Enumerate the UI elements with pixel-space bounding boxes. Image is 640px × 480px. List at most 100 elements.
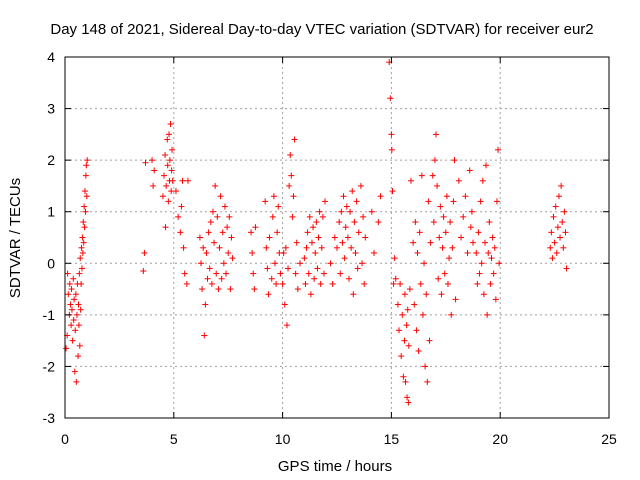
data-point xyxy=(455,177,462,184)
data-point xyxy=(75,353,82,360)
data-point xyxy=(315,234,322,241)
data-point xyxy=(339,239,346,246)
data-point xyxy=(375,219,382,226)
data-point xyxy=(224,224,231,231)
data-point xyxy=(550,213,557,220)
data-point xyxy=(225,249,232,256)
data-point xyxy=(83,193,90,200)
data-point xyxy=(220,260,227,267)
data-point xyxy=(289,213,296,220)
data-point xyxy=(250,270,257,277)
data-point xyxy=(285,265,292,272)
data-point xyxy=(401,291,408,298)
data-point xyxy=(563,265,570,272)
data-point xyxy=(561,208,568,215)
data-point xyxy=(216,244,223,251)
data-point xyxy=(75,301,82,308)
data-point xyxy=(411,301,418,308)
y-tick-label: 4 xyxy=(47,49,55,65)
data-point xyxy=(196,234,203,241)
data-point xyxy=(203,249,210,256)
data-point xyxy=(460,213,467,220)
data-point xyxy=(306,213,313,220)
data-point xyxy=(388,146,395,153)
x-tick-label: 10 xyxy=(275,431,291,447)
data-point xyxy=(388,131,395,138)
data-point xyxy=(458,234,465,241)
data-point xyxy=(217,193,224,200)
data-point xyxy=(401,337,408,344)
data-point xyxy=(548,229,555,236)
data-point xyxy=(435,275,442,282)
data-point xyxy=(467,224,474,231)
data-point xyxy=(558,182,565,189)
data-point xyxy=(282,244,289,251)
data-point xyxy=(151,167,158,174)
data-point xyxy=(431,157,438,164)
data-point xyxy=(64,270,71,277)
data-point xyxy=(357,182,364,189)
data-point xyxy=(484,311,491,318)
data-point xyxy=(63,345,70,352)
data-point xyxy=(441,270,448,277)
data-point xyxy=(368,208,375,215)
data-point xyxy=(422,363,429,370)
data-point xyxy=(70,275,77,282)
data-point xyxy=(82,208,89,215)
data-point xyxy=(426,337,433,344)
data-point xyxy=(165,198,172,205)
data-point xyxy=(398,353,405,360)
data-point xyxy=(178,203,185,210)
data-point xyxy=(68,286,75,293)
data-point xyxy=(78,280,85,287)
data-point xyxy=(207,219,214,226)
data-point xyxy=(439,244,446,251)
data-point xyxy=(450,198,457,205)
data-point xyxy=(447,219,454,226)
data-point xyxy=(322,198,329,205)
data-point xyxy=(429,172,436,179)
data-point xyxy=(337,270,344,277)
data-point xyxy=(283,322,290,329)
data-point xyxy=(344,234,351,241)
data-point xyxy=(80,239,87,246)
data-point xyxy=(270,193,277,200)
data-point xyxy=(251,286,258,293)
data-point xyxy=(292,270,299,277)
data-point xyxy=(424,378,431,385)
data-point xyxy=(227,286,234,293)
data-point xyxy=(338,208,345,215)
data-point xyxy=(470,239,476,246)
data-point xyxy=(167,121,174,128)
data-point xyxy=(449,244,456,251)
y-tick-label: 1 xyxy=(47,204,55,220)
data-point xyxy=(200,244,207,251)
data-point xyxy=(183,280,190,287)
data-point xyxy=(448,311,455,318)
data-point xyxy=(68,306,75,313)
data-point xyxy=(478,260,485,267)
data-point xyxy=(362,234,369,241)
data-point xyxy=(320,270,327,277)
data-point xyxy=(159,193,166,200)
data-point xyxy=(404,394,411,401)
data-point xyxy=(370,249,377,256)
data-point xyxy=(351,219,358,226)
data-point xyxy=(559,219,566,226)
data-point xyxy=(452,296,459,303)
data-point xyxy=(140,268,147,275)
data-point xyxy=(249,249,256,256)
data-point xyxy=(248,229,255,236)
data-point xyxy=(77,306,84,313)
data-point xyxy=(549,255,556,262)
data-point xyxy=(354,265,361,272)
data-point xyxy=(198,260,204,267)
y-axis-label: SDTVAR / TECUs xyxy=(7,178,24,298)
data-point xyxy=(280,249,287,256)
data-point xyxy=(491,244,498,251)
data-point xyxy=(403,322,410,329)
data-point xyxy=(399,311,406,318)
data-point xyxy=(164,136,171,143)
axis-tick-labels: 0 5 10 15 20 25 -3 -2 -1 0 1 2 3 4 xyxy=(43,49,617,447)
data-point xyxy=(438,291,445,298)
